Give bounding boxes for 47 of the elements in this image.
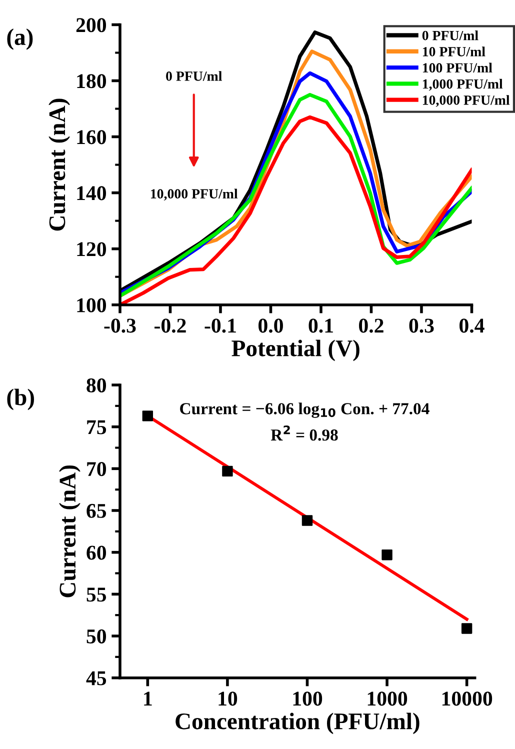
y-tick-label: 55: [86, 588, 106, 602]
annotation: 0 PFU/ml: [166, 71, 222, 81]
legend-label: 100 PFU/ml: [422, 62, 492, 73]
y-tick-label: 50: [86, 629, 106, 644]
x-tick-label: -0.3: [104, 318, 136, 333]
y-tick-label: 140: [77, 186, 106, 200]
x-tick-label: 0.1: [308, 318, 333, 333]
x-tick-label: 0.3: [409, 318, 434, 333]
x-tick-label: -0.1: [204, 318, 236, 333]
text: (b): [7, 388, 34, 410]
x-tick-label: 100: [293, 692, 322, 706]
y-tick-label: 160: [77, 130, 106, 144]
x-axis-title: Potential (V): [232, 340, 360, 362]
y-tick-label: 70: [87, 462, 106, 476]
annotation: R$^{2}$ = 0.98: [270, 425, 338, 441]
y-tick-label: 80: [86, 378, 106, 392]
x-tick-label: 0.0: [258, 318, 283, 333]
x-tick-label: 1000: [368, 692, 408, 706]
y-tick-label: 200: [76, 18, 106, 32]
point: [382, 549, 392, 560]
point: [302, 515, 313, 526]
legend-label: 0 PFU/ml: [422, 30, 478, 40]
x-tick-label: 0.2: [359, 318, 384, 333]
x-tick-label: 10: [218, 692, 238, 706]
y-tick-label: 100: [77, 298, 106, 312]
point: [222, 466, 233, 477]
annotation: 10,000 PFU/ml: [151, 188, 238, 201]
x-axis-title: Concentration (PFU/ml): [176, 712, 420, 734]
y-axis-title: Current (nA): [48, 98, 70, 231]
point: [461, 623, 472, 634]
y-tick-label: 65: [86, 504, 106, 518]
y-tick-label: 75: [87, 420, 106, 434]
y-axis-title: Current (nA): [59, 465, 80, 598]
legend-label: 10 PFU/ml: [422, 46, 486, 56]
point: [142, 410, 154, 422]
x-tick-label: 10000: [442, 692, 492, 706]
y-tick-label: 120: [77, 242, 106, 256]
x-tick-label: 1: [144, 692, 152, 706]
y-tick-label: 180: [77, 74, 106, 88]
annotation: Current = −6.06 log$_{10}$ Con. + 77.04: [180, 402, 430, 418]
legend-label: 10,000 PFU/ml: [422, 95, 510, 107]
x-tick-label: -0.2: [154, 318, 186, 333]
text: (a): [7, 28, 33, 50]
x-tick-label: 0.4: [460, 318, 484, 333]
legend-label: 1,000 PFU/ml: [422, 78, 503, 91]
y-tick-label: 60: [86, 546, 106, 560]
y-tick-label: 45: [86, 671, 106, 686]
